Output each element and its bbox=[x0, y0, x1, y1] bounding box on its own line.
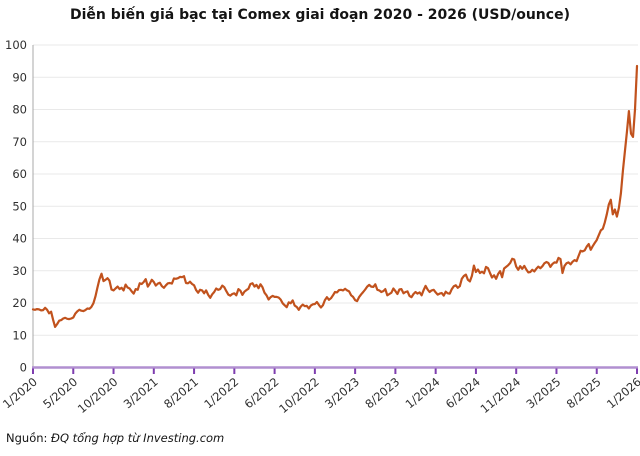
x-axis-label: 1/2022 bbox=[201, 375, 241, 412]
price-line bbox=[31, 64, 639, 328]
x-axis-label: 8/2025 bbox=[564, 375, 604, 412]
y-axis-label: 20 bbox=[12, 296, 27, 310]
chart-title: Diễn biến giá bạc tại Comex giai đoạn 20… bbox=[70, 7, 570, 23]
y-axis-label: 70 bbox=[12, 135, 27, 149]
x-axis-label: 11/2024 bbox=[478, 375, 524, 416]
y-axis-label: 40 bbox=[12, 232, 27, 246]
x-axis-label: 3/2025 bbox=[523, 375, 563, 412]
x-axis-label: 3/2021 bbox=[121, 375, 161, 412]
y-axis-label: 50 bbox=[12, 199, 27, 213]
source-label: Nguồn: bbox=[6, 431, 48, 445]
x-axis-label: 1/2024 bbox=[403, 375, 443, 412]
x-axis-label: 1/2020 bbox=[0, 375, 40, 412]
x-axis-label: 1/2026 bbox=[604, 375, 640, 412]
source-text: ĐQ tổng hợp từ Investing.com bbox=[51, 431, 225, 445]
x-axis-label: 8/2021 bbox=[161, 375, 201, 412]
silver-price-series bbox=[31, 64, 639, 328]
axes bbox=[32, 45, 638, 374]
y-axis-label: 10 bbox=[12, 328, 27, 342]
y-axis-label: 100 bbox=[5, 38, 27, 52]
source-note: Nguồn: ĐQ tổng hợp từ Investing.com bbox=[6, 431, 224, 445]
y-axis-label: 0 bbox=[20, 361, 27, 375]
gridlines bbox=[33, 44, 638, 336]
x-axis-label: 3/2023 bbox=[322, 375, 362, 412]
y-axis-label: 30 bbox=[12, 264, 27, 278]
y-axis-label: 60 bbox=[12, 167, 27, 181]
x-axis-label: 8/2023 bbox=[362, 375, 402, 412]
x-axis-label: 10/2022 bbox=[276, 375, 322, 416]
x-axis-label: 10/2020 bbox=[75, 375, 121, 416]
y-axis-label: 90 bbox=[12, 70, 27, 84]
y-axis-label: 80 bbox=[12, 103, 27, 117]
